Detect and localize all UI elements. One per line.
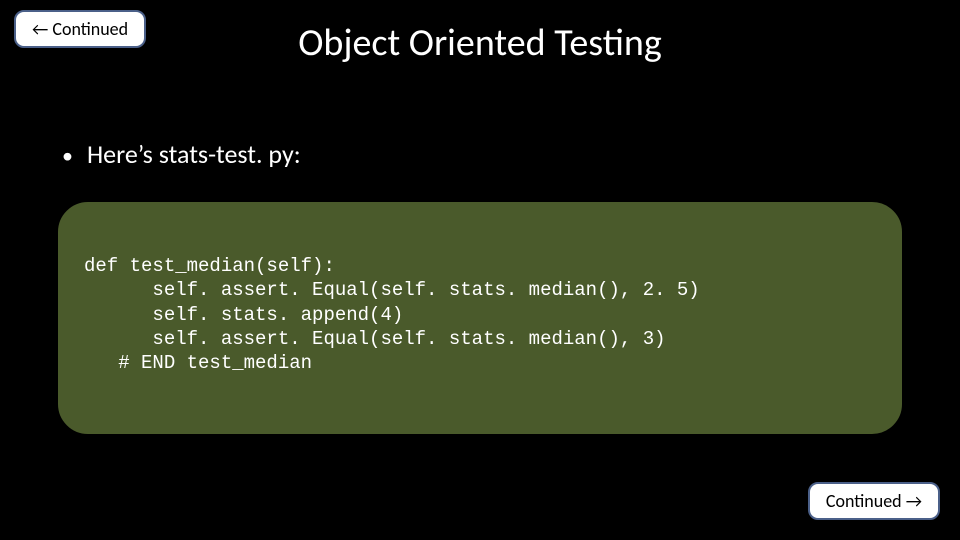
bullet-dot-icon: • (62, 142, 73, 169)
code-line: def test_median(self): (84, 255, 335, 277)
code-line: self. assert. Equal(self. stats. median(… (84, 328, 666, 350)
bullet-text: Here’s stats-test. py: (87, 138, 301, 170)
code-block: def test_median(self): self. assert. Equ… (56, 200, 904, 436)
bullet-item: • Here’s stats-test. py: (62, 138, 301, 170)
slide-title: Object Oriented Testing (0, 20, 960, 66)
code-line: # END test_median (84, 352, 312, 374)
code-content: def test_median(self): self. assert. Equ… (84, 254, 876, 376)
nav-forward-button[interactable]: Continued → (808, 482, 940, 520)
code-line: self. assert. Equal(self. stats. median(… (84, 279, 700, 301)
code-line: self. stats. append(4) (84, 304, 403, 326)
